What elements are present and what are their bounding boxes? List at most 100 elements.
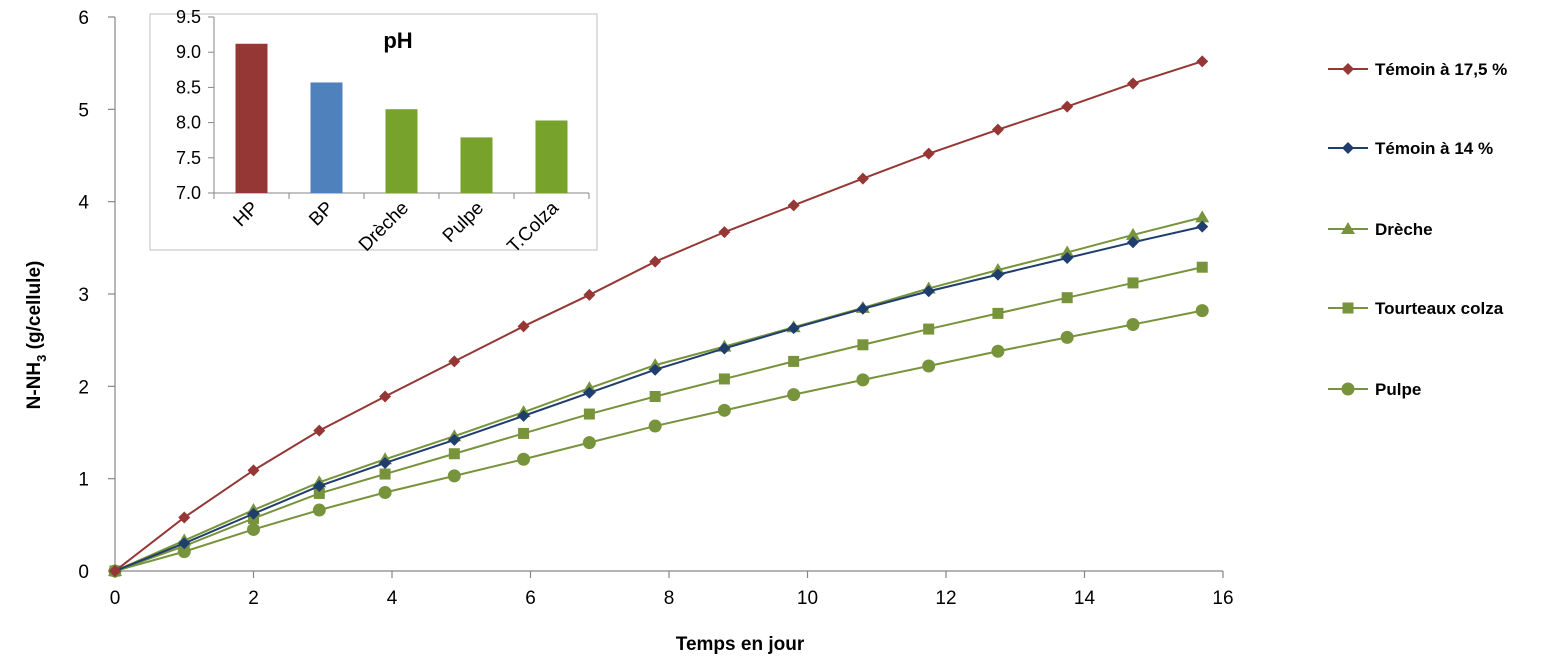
inset-y-tick-label: 8.5 [176, 77, 201, 97]
legend-label-temoin-a-17-5: Témoin à 17,5 % [1375, 60, 1507, 79]
y-tick-label: 3 [78, 285, 89, 306]
data-point-temoin-a-17-5 [922, 147, 935, 160]
data-point-tourteaux-colza [718, 373, 730, 385]
data-point-pulpe [1060, 330, 1074, 344]
data-point-temoin-a-14 [313, 480, 326, 493]
data-point-pulpe [648, 419, 662, 433]
data-point-temoin-a-14 [1126, 236, 1139, 249]
main-axis-titles: Temps en jour N-NH3 (g/cellule) [24, 261, 805, 655]
data-point-dreche [1125, 227, 1140, 240]
data-point-temoin-a-17-5 [583, 288, 596, 301]
ph-bar-t-colza [535, 120, 568, 193]
inset-frame [149, 13, 598, 251]
data-point-tourteaux-colza [649, 390, 661, 402]
data-point-temoin-a-17-5 [856, 172, 869, 185]
data-point-temoin-a-14 [991, 268, 1004, 281]
inset-y-tick-label: 9.5 [176, 7, 201, 27]
data-point-temoin-a-17-5 [448, 355, 461, 368]
y-tick-label: 5 [78, 100, 89, 121]
data-point-temoin-a-17-5 [313, 424, 326, 437]
inset-title: pH [383, 28, 412, 53]
data-point-pulpe [1126, 317, 1140, 331]
data-point-temoin-a-14 [178, 537, 191, 550]
data-point-tourteaux-colza [518, 427, 530, 439]
inset-y-tick-label: 9.0 [176, 42, 201, 62]
series-tourteaux-colza [109, 261, 1208, 577]
data-point-temoin-a-17-5 [787, 199, 800, 212]
data-point-temoin-a-14 [856, 302, 869, 315]
data-point-temoin-a-17-5 [517, 320, 530, 333]
ph-bar-bp [310, 82, 343, 193]
data-point-pulpe [717, 403, 731, 417]
series-pulpe [108, 304, 1209, 578]
series-line-pulpe [114, 309, 1203, 572]
data-point-temoin-a-14 [583, 386, 596, 399]
data-point-pulpe [1195, 304, 1209, 318]
x-tick-label: 14 [1074, 588, 1096, 609]
legend-swatch-marker [1342, 302, 1354, 314]
data-point-pulpe [787, 388, 801, 402]
main-series [108, 55, 1210, 578]
data-point-temoin-a-14 [787, 322, 800, 335]
data-point-temoin-a-17-5 [1061, 100, 1074, 113]
legend-swatch-marker [1341, 382, 1355, 396]
y-axis-title-rest: (g/cellule) [24, 261, 45, 355]
x-axis-title: Temps en jour [676, 634, 805, 655]
data-point-temoin-a-17-5 [379, 390, 392, 403]
legend-item-temoin-a-14: Témoin à 14 % [1328, 139, 1493, 158]
ph-bar-hp [235, 43, 268, 193]
data-point-pulpe [517, 452, 531, 466]
legend: Témoin à 17,5 % Témoin à 14 % Drèche Tourte… [1328, 60, 1507, 399]
data-point-pulpe [856, 373, 870, 387]
inset-y-tick-label: 7.5 [176, 148, 201, 168]
series-temoin-a-17-5 [109, 55, 1209, 577]
data-point-tourteaux-colza [379, 468, 391, 480]
data-point-temoin-a-14 [922, 285, 935, 298]
data-point-dreche [1195, 210, 1210, 223]
x-tick-label: 8 [664, 588, 675, 609]
data-point-temoin-a-14 [379, 456, 392, 469]
data-point-pulpe [922, 359, 936, 373]
y-axis-title-subscript: 3 [34, 355, 49, 362]
data-point-temoin-a-17-5 [1126, 77, 1139, 90]
legend-item-pulpe: Pulpe [1328, 380, 1421, 399]
data-point-tourteaux-colza [857, 339, 869, 351]
data-point-temoin-a-14 [718, 342, 731, 355]
legend-label-dreche: Drèche [1375, 220, 1433, 239]
data-point-temoin-a-14 [517, 409, 530, 422]
data-point-temoin-a-17-5 [649, 255, 662, 268]
inset-bars [235, 43, 568, 193]
ph-bar-dreche [385, 109, 418, 193]
data-point-tourteaux-colza [923, 323, 935, 335]
data-point-temoin-a-17-5 [247, 464, 260, 477]
y-tick-label: 0 [78, 562, 89, 583]
legend-item-temoin-a-17-5: Témoin à 17,5 % [1328, 60, 1507, 79]
inset-y-tick-label: 7.0 [176, 183, 201, 203]
y-tick-label: 2 [78, 377, 89, 398]
data-point-tourteaux-colza [992, 307, 1004, 319]
data-point-temoin-a-17-5 [991, 123, 1004, 136]
x-tick-label: 12 [935, 588, 956, 609]
data-point-tourteaux-colza [1127, 277, 1139, 289]
data-point-pulpe [447, 469, 461, 483]
x-tick-label: 16 [1212, 588, 1233, 609]
x-tick-label: 6 [525, 588, 536, 609]
data-point-temoin-a-14 [247, 507, 260, 520]
x-tick-label: 4 [387, 588, 398, 609]
legend-swatch-marker [1342, 142, 1354, 154]
x-tick-label: 10 [797, 588, 818, 609]
data-point-temoin-a-17-5 [718, 226, 731, 239]
legend-swatch-marker [1341, 222, 1355, 234]
data-point-tourteaux-colza [583, 408, 595, 420]
ph-inset-chart: 7.07.58.08.59.09.5HP BP Drèche Pulpe T.Colza… [149, 7, 598, 257]
inset-y-tick-label: 8.0 [176, 113, 201, 133]
data-point-temoin-a-14 [649, 363, 662, 376]
data-point-dreche [1060, 245, 1075, 258]
data-point-temoin-a-17-5 [178, 511, 191, 524]
data-point-pulpe [378, 486, 392, 500]
x-tick-label: 0 [110, 588, 121, 609]
data-point-pulpe [582, 436, 596, 450]
data-point-temoin-a-14 [448, 433, 461, 446]
